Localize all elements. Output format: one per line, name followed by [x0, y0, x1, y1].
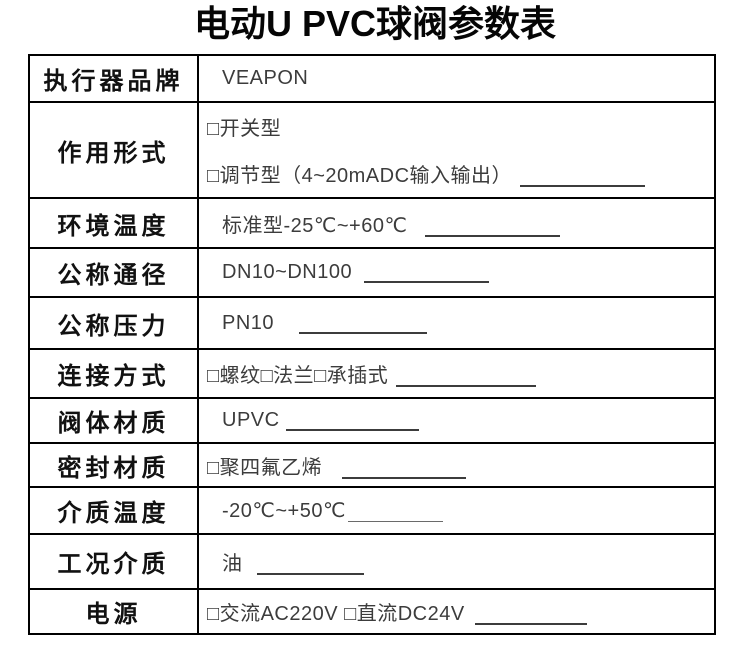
row-action-type: 作用形式 □开关型 □调节型（4~20mADC输入输出）	[30, 101, 714, 197]
row-value: 油	[207, 547, 714, 576]
row-value: □调节型（4~20mADC输入输出）	[207, 159, 714, 188]
fill-in-underline	[364, 275, 490, 283]
row-label: 公称通径	[30, 249, 199, 296]
fill-in-underline	[299, 326, 428, 334]
row-nominal-diameter: 公称通径 DN10~DN100	[30, 247, 714, 296]
row-working-medium: 工况介质 油	[30, 533, 714, 588]
row-label: 介质温度	[30, 488, 199, 533]
row-value: □交流AC220V □直流DC24V	[207, 597, 714, 626]
row-label: 环境温度	[30, 199, 199, 247]
fill-in-underline	[347, 515, 443, 522]
fill-in-underline	[396, 379, 537, 387]
row-label: 公称压力	[30, 298, 199, 348]
row-value: VEAPON	[222, 67, 309, 89]
row-value: UPVC	[207, 409, 714, 432]
row-seal-material: 密封材质 □聚四氟乙烯	[30, 442, 714, 486]
fill-in-underline	[474, 617, 587, 625]
row-ambient-temperature: 环境温度 标准型-25℃~+60℃	[30, 197, 714, 247]
row-value: □开关型	[207, 118, 282, 140]
row-connection-type: 连接方式 □螺纹□法兰□承插式	[30, 348, 714, 397]
row-value: 标准型-25℃~+60℃	[207, 209, 714, 238]
row-nominal-pressure: 公称压力 PN10	[30, 296, 714, 348]
fill-in-underline	[425, 229, 561, 237]
row-label: 工况介质	[30, 535, 199, 588]
fill-in-underline	[285, 423, 419, 431]
row-label: 连接方式	[30, 350, 199, 397]
row-label: 密封材质	[30, 444, 199, 486]
row-label: 电源	[30, 590, 199, 633]
row-power-supply: 电源 □交流AC220V □直流DC24V	[30, 588, 714, 633]
spec-table: 执行器品牌 VEAPON 作用形式 □开关型 □调节型（4~20mADC输入输出…	[28, 54, 716, 635]
fill-in-underline	[520, 179, 646, 187]
row-value: -20℃~+50℃	[207, 498, 714, 523]
row-label: 执行器品牌	[30, 56, 199, 101]
row-value: □螺纹□法兰□承插式	[207, 359, 714, 388]
row-medium-temperature: 介质温度 -20℃~+50℃	[30, 486, 714, 533]
fill-in-underline	[256, 567, 364, 575]
row-actuator-brand: 执行器品牌 VEAPON	[30, 56, 714, 101]
row-label: 阀体材质	[30, 399, 199, 442]
row-value: PN10	[207, 312, 714, 335]
page-title: 电动U PVC球阀参数表	[193, 3, 557, 44]
row-body-material: 阀体材质 UPVC	[30, 397, 714, 442]
row-label: 作用形式	[30, 103, 199, 197]
row-value: DN10~DN100	[207, 261, 714, 284]
row-value: □聚四氟乙烯	[207, 451, 714, 480]
fill-in-underline	[342, 471, 467, 479]
